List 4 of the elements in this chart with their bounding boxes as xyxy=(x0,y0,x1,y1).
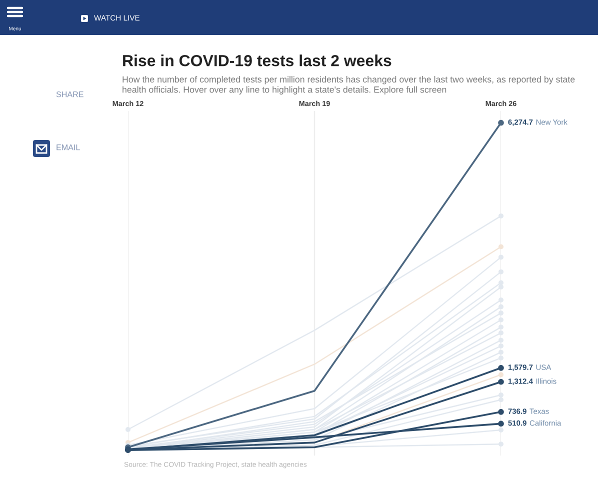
text: SHARE xyxy=(56,91,84,98)
chart-title: Rise in COVID-19 tests last 2 weeks xyxy=(123,54,392,66)
annotation: EMAIL xyxy=(56,144,80,150)
chart-subtitle: How the number of completed tests per million residents has changed over the last two weeks, as reported by state health officials. Hover over any line to highlight a state's details. Explore full screen xyxy=(122,76,575,95)
